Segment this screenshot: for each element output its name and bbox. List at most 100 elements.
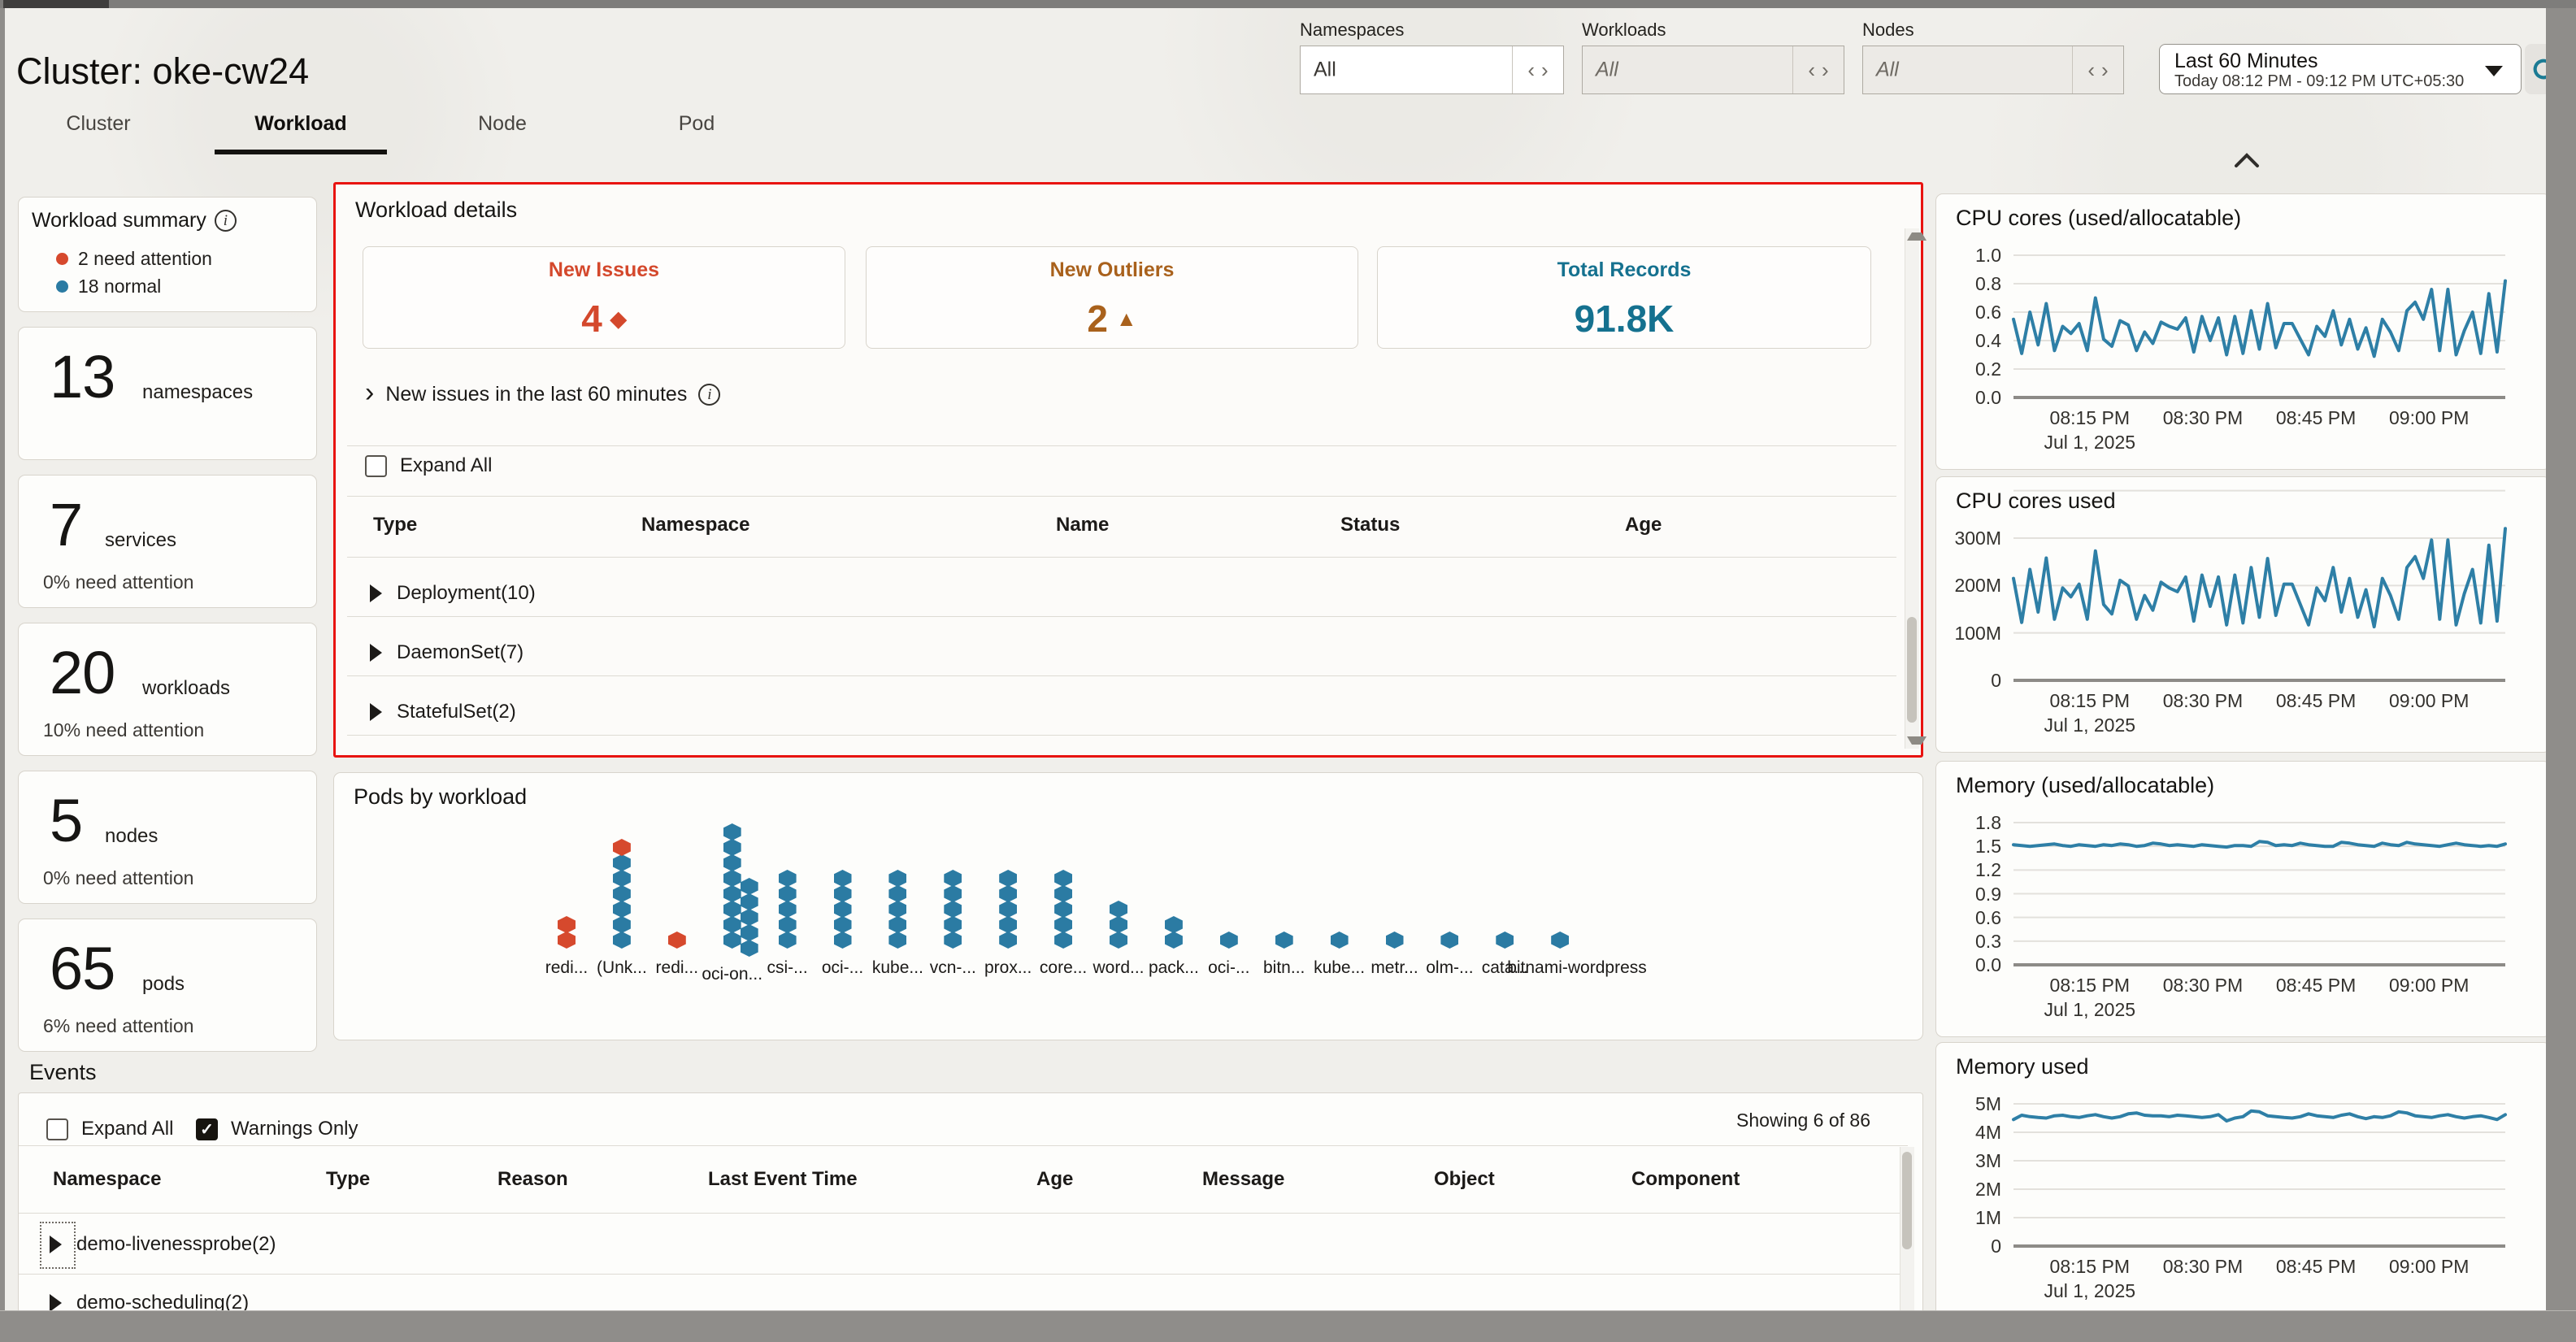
pod-hex-normal[interactable]	[779, 870, 797, 887]
pod-hex-attention[interactable]	[613, 839, 631, 856]
time-range-dropdown[interactable]: Last 60 Minutes Today 08:12 PM - 09:12 P…	[2159, 44, 2522, 94]
pod-hex-normal[interactable]	[944, 932, 962, 949]
pod-hex-normal[interactable]	[999, 885, 1017, 902]
pod-hex-attention[interactable]	[558, 932, 576, 949]
pod-hex-normal[interactable]	[999, 901, 1017, 918]
pod-hex-normal[interactable]	[741, 940, 758, 957]
events-column-last-event-time[interactable]: Last Event Time	[708, 1168, 869, 1191]
pod-hex-normal[interactable]	[741, 909, 758, 926]
wd-column-status[interactable]: Status	[1340, 514, 1411, 536]
spinner-arrows[interactable]: ‹›	[1792, 46, 1844, 93]
pod-hex-normal[interactable]	[888, 932, 906, 949]
pod-hex-normal[interactable]	[944, 885, 962, 902]
events-expand-all-checkbox[interactable]	[46, 1118, 68, 1140]
pod-hex-normal[interactable]	[1165, 916, 1183, 933]
filter-input-namespaces[interactable]: All‹›	[1300, 46, 1564, 94]
pod-hex-normal[interactable]	[1054, 932, 1072, 949]
expand-row-icon[interactable]	[370, 644, 382, 662]
spinner-arrows[interactable]: ‹›	[2072, 46, 2123, 93]
chevron-left-icon[interactable]: ‹	[1527, 58, 1535, 83]
expand-row-icon[interactable]	[50, 1294, 62, 1310]
pod-hex-normal[interactable]	[1275, 932, 1293, 949]
pod-hex-normal[interactable]	[779, 932, 797, 949]
pod-hex-normal[interactable]	[723, 885, 741, 902]
pod-hex-normal[interactable]	[834, 870, 852, 887]
pod-hex-normal[interactable]	[613, 885, 631, 902]
wd-column-type[interactable]: Type	[373, 514, 428, 536]
tab-pod[interactable]: Pod	[607, 112, 786, 145]
pod-hex-normal[interactable]	[1110, 916, 1127, 933]
scrollbar-thumb[interactable]	[1907, 617, 1917, 723]
pod-hex-normal[interactable]	[613, 932, 631, 949]
chevron-left-icon[interactable]: ‹	[2087, 58, 2095, 83]
pod-hex-normal[interactable]	[834, 901, 852, 918]
chevron-right-icon[interactable]: ›	[1822, 58, 1829, 83]
scroll-up-icon[interactable]	[1907, 232, 1927, 241]
expand-all-checkbox[interactable]	[365, 455, 387, 477]
events-column-reason[interactable]: Reason	[497, 1168, 580, 1191]
pod-hex-normal[interactable]	[1165, 932, 1183, 949]
pod-hex-attention[interactable]	[558, 916, 576, 933]
pod-hex-normal[interactable]	[613, 870, 631, 887]
pod-hex-attention[interactable]	[668, 932, 686, 949]
info-icon[interactable]: i	[215, 210, 237, 232]
pod-hex-normal[interactable]	[834, 916, 852, 933]
scroll-down-icon[interactable]	[1907, 736, 1927, 745]
pod-hex-normal[interactable]	[1551, 932, 1569, 949]
events-column-namespace[interactable]: Namespace	[53, 1168, 172, 1191]
pod-hex-normal[interactable]	[834, 932, 852, 949]
pod-hex-normal[interactable]	[1110, 901, 1127, 918]
collapse-panel-button[interactable]	[2228, 148, 2265, 172]
pod-hex-normal[interactable]	[723, 901, 741, 918]
pod-hex-normal[interactable]	[723, 870, 741, 887]
tab-node[interactable]: Node	[413, 112, 592, 145]
refresh-button[interactable]	[2525, 44, 2546, 94]
pod-hex-normal[interactable]	[944, 901, 962, 918]
pod-hex-normal[interactable]	[944, 916, 962, 933]
pod-hex-normal[interactable]	[834, 885, 852, 902]
events-scrollbar[interactable]	[1900, 1147, 1914, 1310]
pod-hex-normal[interactable]	[888, 916, 906, 933]
pod-hex-normal[interactable]	[779, 901, 797, 918]
spinner-arrows[interactable]: ‹›	[1512, 46, 1563, 93]
pod-hex-normal[interactable]	[723, 839, 741, 856]
wd-column-name[interactable]: Name	[1056, 514, 1120, 536]
pod-hex-normal[interactable]	[723, 916, 741, 933]
chevron-left-icon[interactable]: ‹	[1808, 58, 1815, 83]
pod-hex-normal[interactable]	[1054, 885, 1072, 902]
tab-cluster[interactable]: Cluster	[9, 112, 188, 145]
pod-hex-normal[interactable]	[741, 924, 758, 941]
events-column-component[interactable]: Component	[1631, 1168, 1751, 1191]
pod-hex-normal[interactable]	[613, 916, 631, 933]
pod-hex-normal[interactable]	[888, 870, 906, 887]
expand-row-icon[interactable]	[370, 703, 382, 721]
events-column-type[interactable]: Type	[326, 1168, 381, 1191]
pod-hex-normal[interactable]	[741, 878, 758, 895]
info-icon[interactable]: i	[698, 384, 720, 406]
pod-hex-normal[interactable]	[1054, 916, 1072, 933]
pod-hex-normal[interactable]	[723, 823, 741, 840]
events-column-message[interactable]: Message	[1202, 1168, 1296, 1191]
warnings-only-checkbox[interactable]: ✓	[196, 1118, 218, 1140]
pod-hex-normal[interactable]	[723, 932, 741, 949]
pod-hex-normal[interactable]	[944, 870, 962, 887]
chevron-right-icon[interactable]: ›	[2101, 58, 2109, 83]
pod-hex-normal[interactable]	[999, 932, 1017, 949]
new-issues-link[interactable]: › New issues in the last 60 minutes i	[365, 383, 720, 406]
scrollbar-thumb[interactable]	[1902, 1152, 1912, 1249]
pod-hex-normal[interactable]	[999, 916, 1017, 933]
pod-hex-normal[interactable]	[1331, 932, 1349, 949]
pod-hex-normal[interactable]	[741, 893, 758, 910]
pod-hex-normal[interactable]	[1496, 932, 1514, 949]
workload-details-scrollbar[interactable]	[1905, 228, 1919, 749]
pod-hex-normal[interactable]	[1110, 932, 1127, 949]
pod-hex-normal[interactable]	[1220, 932, 1238, 949]
chevron-right-icon[interactable]: ›	[1541, 58, 1549, 83]
pod-hex-normal[interactable]	[1054, 870, 1072, 887]
pod-hex-normal[interactable]	[779, 885, 797, 902]
wd-column-age[interactable]: Age	[1625, 514, 1673, 536]
events-column-object[interactable]: Object	[1434, 1168, 1506, 1191]
pod-hex-normal[interactable]	[613, 901, 631, 918]
pod-hex-normal[interactable]	[779, 916, 797, 933]
pod-hex-normal[interactable]	[723, 854, 741, 871]
